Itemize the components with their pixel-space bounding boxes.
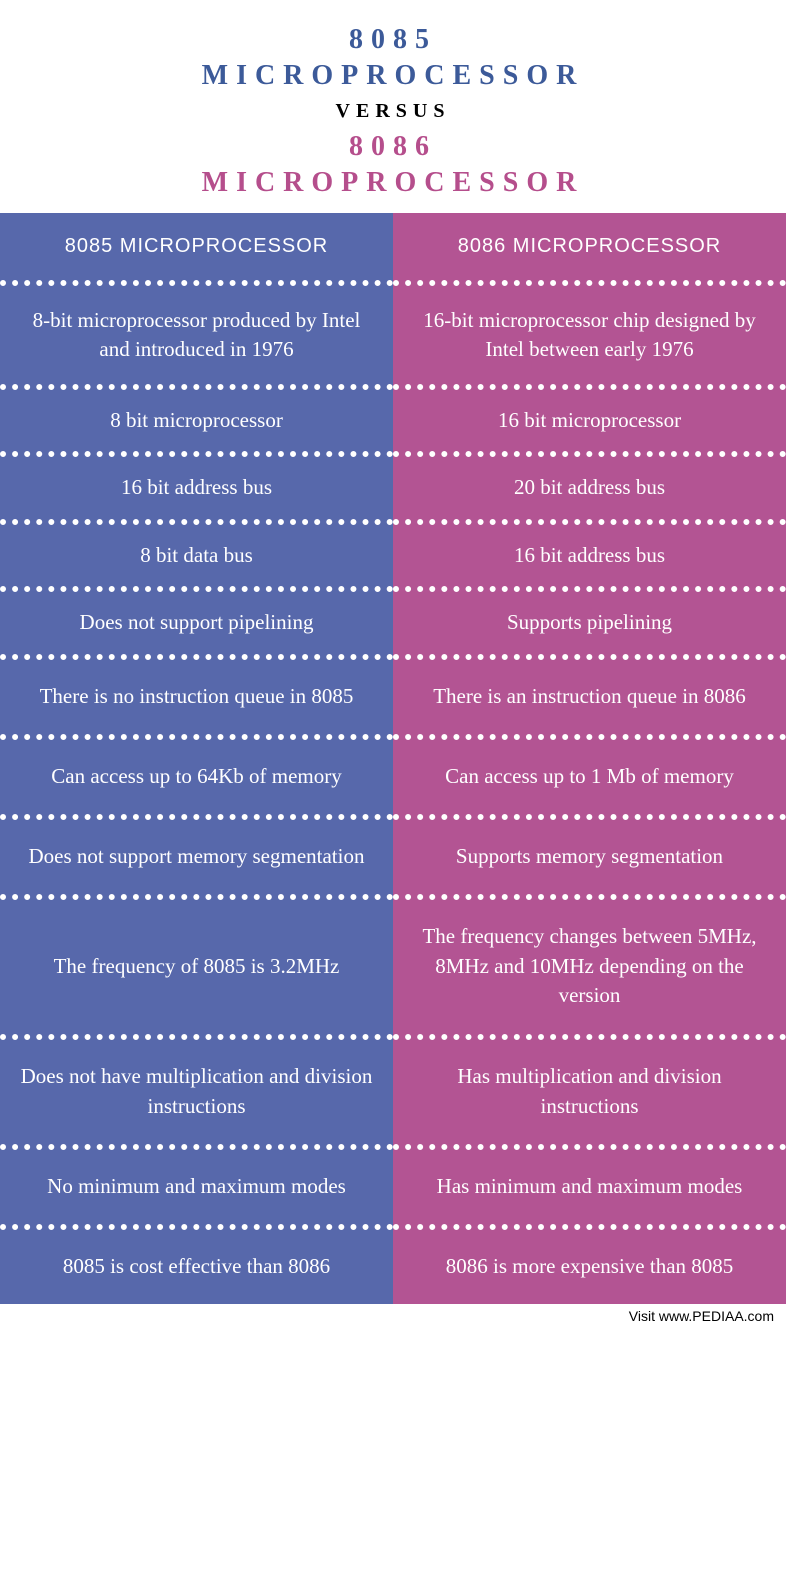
table-row: There is no instruction queue in 8085 bbox=[0, 654, 393, 734]
right-column: 8086 MICROPROCESSOR 16-bit microprocesso… bbox=[393, 213, 786, 1304]
title2-line2: MICROPROCESSOR bbox=[10, 167, 776, 199]
table-row: 16 bit address bus bbox=[393, 519, 786, 586]
table-row: Does not support memory segmentation bbox=[0, 814, 393, 894]
table-row: The frequency changes between 5MHz, 8MHz… bbox=[393, 894, 786, 1034]
title1-line2: MICROPROCESSOR bbox=[10, 60, 776, 92]
versus-text: VERSUS bbox=[10, 100, 776, 123]
table-row: Has minimum and maximum modes bbox=[393, 1144, 786, 1224]
table-row: 16-bit microprocessor chip designed by I… bbox=[393, 280, 786, 384]
table-row: Does not have multiplication and divisio… bbox=[0, 1034, 393, 1144]
table-row: There is an instruction queue in 8086 bbox=[393, 654, 786, 734]
header-section: 8085 MICROPROCESSOR VERSUS 8086 MICROPRO… bbox=[0, 0, 786, 213]
right-column-header: 8086 MICROPROCESSOR bbox=[393, 213, 786, 280]
table-row: Supports pipelining bbox=[393, 586, 786, 653]
title1-line1: 8085 bbox=[10, 24, 776, 56]
table-row: 16 bit microprocessor bbox=[393, 384, 786, 451]
table-row: Can access up to 1 Mb of memory bbox=[393, 734, 786, 814]
title2-line1: 8086 bbox=[10, 131, 776, 163]
left-column-header: 8085 MICROPROCESSOR bbox=[0, 213, 393, 280]
table-row: 8086 is more expensive than 8085 bbox=[393, 1224, 786, 1304]
table-row: 8085 is cost effective than 8086 bbox=[0, 1224, 393, 1304]
table-row: No minimum and maximum modes bbox=[0, 1144, 393, 1224]
table-row: The frequency of 8085 is 3.2MHz bbox=[0, 894, 393, 1034]
footer-text: Visit www.PEDIAA.com bbox=[0, 1304, 786, 1328]
comparison-table: 8085 MICROPROCESSOR 8-bit microprocessor… bbox=[0, 213, 786, 1304]
table-row: 8-bit microprocessor produced by Intel a… bbox=[0, 280, 393, 384]
table-row: 20 bit address bus bbox=[393, 451, 786, 518]
table-row: Has multiplication and division instruct… bbox=[393, 1034, 786, 1144]
table-row: Supports memory segmentation bbox=[393, 814, 786, 894]
table-row: Can access up to 64Kb of memory bbox=[0, 734, 393, 814]
table-row: 8 bit microprocessor bbox=[0, 384, 393, 451]
table-row: Does not support pipelining bbox=[0, 586, 393, 653]
table-row: 8 bit data bus bbox=[0, 519, 393, 586]
table-row: 16 bit address bus bbox=[0, 451, 393, 518]
left-column: 8085 MICROPROCESSOR 8-bit microprocessor… bbox=[0, 213, 393, 1304]
